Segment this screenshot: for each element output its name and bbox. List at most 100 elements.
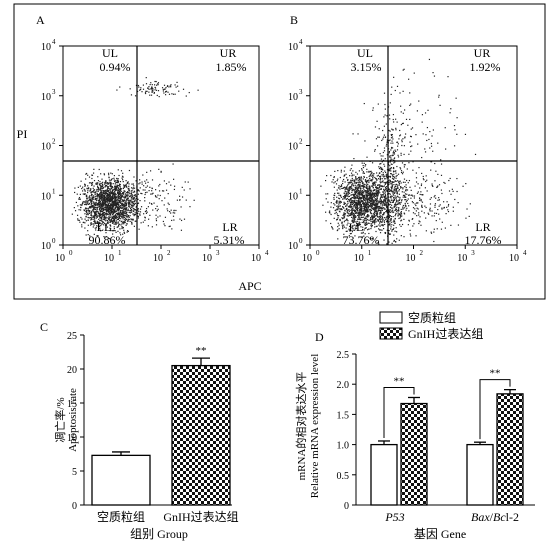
y-tick-label: 10 [288,42,298,53]
x-tick-power: 0 [69,249,73,257]
event-dot [374,223,376,225]
event-dot [135,197,137,199]
event-dot [438,184,441,186]
event-dot [107,218,110,220]
event-dot [101,196,103,199]
event-dot [406,199,408,202]
event-dot [108,208,110,210]
event-dot [381,221,383,224]
event-dot [380,170,383,173]
event-dot [365,221,367,224]
event-dot [371,204,373,206]
event-dot [391,136,394,138]
event-dot [91,198,93,200]
event-dot [98,222,101,225]
event-dot [360,216,362,218]
event-dot [93,209,95,211]
event-dot [360,180,362,182]
event-dot [437,208,439,211]
event-dot [339,186,341,188]
event-dot [381,178,383,180]
event-dot [359,208,361,210]
event-dot [95,182,97,184]
event-dot [131,206,134,208]
event-dot [364,233,366,235]
event-dot [391,229,393,231]
event-dot [128,204,130,206]
event-dot [376,206,378,208]
event-dot [120,188,122,190]
event-dot [373,193,375,195]
event-dot [361,193,364,195]
event-dot [423,212,425,214]
event-dot [105,223,108,225]
event-dot [429,203,432,205]
event-dot [113,208,115,211]
event-dot [391,207,393,209]
event-dot [372,207,374,209]
event-dot [93,211,95,213]
event-dot [101,190,103,192]
event-dot [350,212,353,214]
event-dot [124,201,126,204]
event-dot [135,206,137,208]
event-dot [98,225,101,227]
event-dot [128,201,131,203]
event-dot [159,194,161,197]
event-dot [393,227,395,229]
event-dot [404,196,406,198]
event-dot [447,203,450,206]
event-dot [363,213,365,215]
event-dot [102,190,104,192]
event-dot [400,154,402,156]
event-dot [374,181,376,183]
event-dot [336,213,338,215]
event-dot [371,205,373,207]
event-dot [102,192,104,195]
event-dot [82,201,84,203]
event-dot [157,208,159,210]
event-dot [354,186,356,189]
event-dot [359,202,361,205]
event-dot [151,190,153,192]
event-dot [396,141,398,143]
event-dot [370,189,372,192]
event-dot [113,200,115,202]
event-dot [366,203,368,206]
event-dot [102,214,105,217]
event-dot [360,198,362,200]
event-dot [345,208,348,210]
event-dot [399,214,401,216]
event-dot [429,210,431,212]
event-dot [141,183,143,185]
event-dot [393,186,396,188]
event-dot [355,225,357,227]
event-dot [118,212,120,214]
event-dot [96,222,99,224]
event-dot [137,208,139,210]
event-dot [363,183,365,185]
event-dot [146,191,148,193]
event-dot [357,216,360,218]
event-dot [153,84,156,86]
event-dot [368,219,370,222]
event-dot [122,206,124,209]
event-dot [85,220,87,222]
event-dot [97,195,99,197]
event-dot [146,171,148,173]
event-dot [116,222,118,224]
event-dot [441,221,443,223]
panel-a-ll-percent: 90.86% [89,233,126,247]
y-tick-label: 10 [41,42,51,53]
event-dot [422,175,424,178]
event-dot [360,211,362,214]
event-dot [105,184,107,186]
event-dot [110,192,112,195]
event-dot [95,214,97,216]
event-dot [365,223,367,226]
event-dot [128,191,130,193]
event-dot [102,184,104,186]
event-dot [102,195,104,197]
event-dot [373,182,375,184]
panel-a-ll-label: LL [97,220,112,234]
